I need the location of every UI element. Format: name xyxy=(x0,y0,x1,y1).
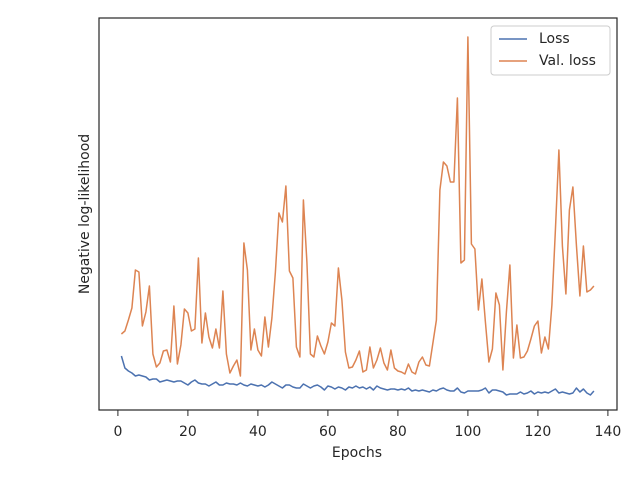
x-tick-label: 100 xyxy=(455,424,482,440)
legend-label: Loss xyxy=(539,31,570,47)
x-tick-label: 40 xyxy=(249,424,267,440)
x-axis-label: Epochs xyxy=(332,445,382,461)
x-tick-label: 0 xyxy=(113,424,122,440)
legend-label: Val. loss xyxy=(539,53,596,69)
x-tick-label: 20 xyxy=(179,424,197,440)
line xyxy=(120,355,595,396)
x-tick-label: 80 xyxy=(389,424,407,440)
x-tick-label: 140 xyxy=(595,424,622,440)
x-tick-label: 120 xyxy=(525,424,552,440)
y-axis-label: Negative log-likelihood xyxy=(77,134,93,294)
x-tick-label: 60 xyxy=(319,424,337,440)
line xyxy=(120,36,595,377)
plot-frame xyxy=(98,17,618,411)
